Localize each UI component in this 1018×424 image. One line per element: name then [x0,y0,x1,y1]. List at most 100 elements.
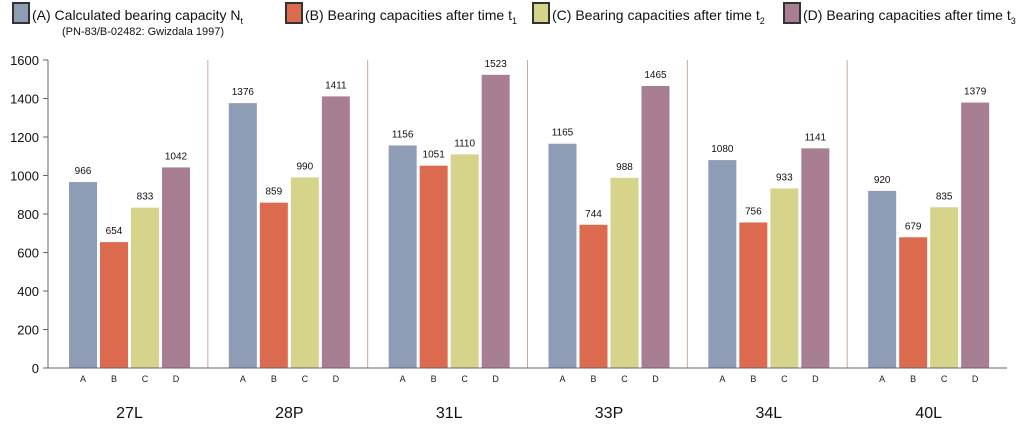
group-label: 34L [755,405,782,422]
data-label: 1042 [165,151,188,162]
y-tick-label: 1200 [10,130,39,145]
data-label: 1465 [644,70,667,81]
data-label: 679 [905,221,922,232]
bar-27L-D [162,167,190,368]
sub-category-label: C [461,374,468,384]
data-label: 1080 [711,144,734,155]
legend-sub-c: 2 [759,15,765,26]
legend-swatch-c [532,2,550,24]
bar-31L-B [419,165,448,368]
data-label: 1110 [454,138,475,149]
bar-34L-D [801,148,830,368]
data-label: 1051 [423,150,446,161]
sub-category-label: D [972,374,979,384]
sub-category-label: B [910,374,916,384]
bar-33P-C [610,177,639,368]
legend-sub-b: 1 [511,15,517,26]
sub-category-label: B [431,374,437,384]
bar-33P-D [641,85,670,369]
legend-sub-d: 3 [1010,15,1016,26]
data-label: 744 [585,209,602,220]
sub-category-label: C [142,374,149,384]
data-label: 859 [265,187,282,198]
legend-label-b: (B) Bearing capacities after time t [305,7,512,23]
sub-category-label: A [719,374,725,384]
y-tick-label: 0 [32,361,39,376]
legend-label-a: (A) Calculated bearing capacity N [32,7,241,23]
bar-34L-B [739,222,768,368]
bar-28P-A [228,103,257,369]
data-label: 1141 [805,132,827,143]
legend-sub-a: t [240,15,244,26]
data-label: 990 [296,161,313,172]
legend-note-a: (PN-83/B-02482: Gwizdala 1997) [62,26,225,38]
bar-40L-A [868,190,897,368]
sub-category-label: A [559,374,565,384]
legend-item-b: (B) Bearing capacities after time t1 [285,2,517,30]
legend-swatch-a [12,2,30,24]
bar-27L-A [69,182,97,368]
group-label: 40L [915,405,942,422]
y-tick-label: 1600 [10,53,39,68]
data-label: 756 [745,206,762,217]
group-label: 31L [436,405,463,422]
sub-category-label: D [492,374,499,384]
data-label: 654 [106,226,123,237]
y-tick-label: 1000 [10,169,39,184]
bar-28P-B [259,202,288,368]
sub-category-label: B [590,374,596,384]
sub-category-label: A [80,374,86,384]
legend-item-d: (D) Bearing capacities after time t3 [783,2,1016,30]
data-label: 833 [137,192,154,203]
sub-category-label: D [173,374,180,384]
data-label: 988 [616,162,633,173]
group-label: 27L [116,405,143,422]
bar-28P-C [290,177,319,368]
sub-category-label: B [271,374,277,384]
y-tick-label: 1400 [10,92,39,107]
data-label: 1156 [392,129,414,140]
sub-category-label: C [302,374,309,384]
sub-category-label: B [111,374,117,384]
sub-category-label: A [240,374,246,384]
bar-40L-B [899,237,928,368]
data-label: 1376 [232,87,255,98]
sub-category-label: C [781,374,788,384]
sub-category-label: A [400,374,406,384]
bar-31L-D [481,74,510,368]
sub-category-label: D [812,374,819,384]
data-label: 1379 [964,87,987,98]
legend: (A) Calculated bearing capacity Nt (PN-8… [0,0,1018,56]
data-label: 1411 [325,80,347,91]
bar-27L-C [131,207,159,368]
bar-31L-C [450,154,479,368]
sub-category-label: A [879,374,885,384]
data-label: 933 [776,172,793,183]
bar-28P-D [321,96,350,368]
y-tick-label: 800 [17,207,39,222]
legend-label-c: (C) Bearing capacities after time t [552,7,760,23]
legend-item-c: (C) Bearing capacities after time t2 [532,2,765,30]
data-label: 966 [75,166,92,177]
data-label: 835 [936,191,953,202]
bar-34L-C [770,188,799,368]
y-tick-label: 400 [17,284,39,299]
legend-label-d: (D) Bearing capacities after time t [803,7,1011,23]
legend-item-a: (A) Calculated bearing capacity Nt (PN-8… [12,2,244,38]
bar-40L-D [961,102,990,368]
sub-category-label: D [652,374,659,384]
legend-swatch-d [783,2,801,24]
data-label: 1165 [552,128,574,139]
legend-swatch-b [285,2,303,24]
sub-category-label: C [621,374,628,384]
bar-33P-A [548,143,577,368]
data-label: 920 [874,175,891,186]
y-tick-label: 600 [17,246,39,261]
bar-27L-B [100,242,128,368]
bar-33P-B [579,224,608,368]
sub-category-label: B [750,374,756,384]
data-label: 1523 [485,59,508,70]
y-tick-label: 200 [17,323,39,338]
bar-34L-A [708,160,737,368]
